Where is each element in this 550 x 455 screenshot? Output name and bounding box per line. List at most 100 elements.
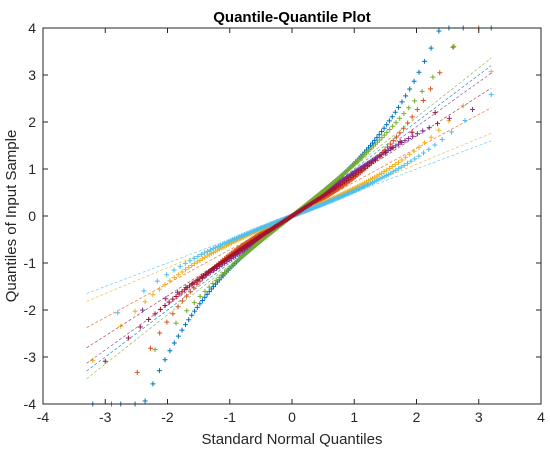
data-point bbox=[411, 148, 417, 154]
data-point bbox=[157, 306, 163, 312]
data-point bbox=[399, 99, 405, 105]
data-point bbox=[439, 137, 445, 143]
data-point bbox=[192, 308, 198, 314]
data-point bbox=[179, 327, 185, 333]
data-point bbox=[197, 301, 203, 307]
data-point bbox=[189, 312, 195, 318]
data-point bbox=[222, 269, 228, 275]
data-point bbox=[167, 278, 173, 284]
data-point bbox=[389, 114, 395, 120]
data-point bbox=[384, 129, 390, 135]
data-point bbox=[186, 317, 192, 323]
x-tick-label: -3 bbox=[99, 409, 112, 425]
data-point bbox=[462, 117, 468, 123]
data-point bbox=[387, 126, 393, 132]
data-point bbox=[409, 129, 415, 135]
axis-ticks: -4 -3 -2 -1 0 1 2 3 4 -4 -3 -2 -1 0 1 2 3 4 bbox=[24, 20, 546, 425]
series-group bbox=[86, 43, 492, 380]
y-tick-label: 2 bbox=[28, 114, 36, 130]
data-point bbox=[216, 274, 222, 280]
data-point bbox=[217, 242, 223, 248]
data-point bbox=[414, 131, 420, 137]
data-point bbox=[392, 109, 398, 115]
y-tick-label: 1 bbox=[28, 161, 36, 177]
data-point bbox=[397, 130, 403, 136]
y-tick-label: 0 bbox=[28, 208, 36, 224]
data-point bbox=[393, 120, 399, 126]
data-point bbox=[422, 140, 428, 146]
data-point bbox=[170, 311, 176, 317]
data-point bbox=[189, 262, 195, 268]
x-tick-label: 4 bbox=[537, 409, 545, 425]
data-point bbox=[210, 246, 216, 252]
x-tick-label: -4 bbox=[37, 409, 50, 425]
data-point bbox=[164, 272, 170, 278]
data-point bbox=[156, 286, 162, 292]
data-point bbox=[389, 164, 395, 170]
data-point bbox=[179, 289, 185, 295]
data-point bbox=[416, 144, 422, 150]
data-point bbox=[182, 267, 188, 273]
data-point bbox=[368, 160, 374, 166]
data-point bbox=[422, 58, 428, 64]
data-point bbox=[432, 142, 438, 148]
data-point bbox=[194, 259, 200, 265]
data-point bbox=[409, 114, 415, 120]
data-point bbox=[163, 296, 169, 302]
data-point bbox=[470, 106, 476, 112]
data-point bbox=[358, 167, 364, 173]
data-point bbox=[186, 264, 192, 270]
data-point bbox=[142, 299, 148, 305]
data-point bbox=[102, 358, 108, 364]
data-point bbox=[353, 171, 359, 177]
data-point bbox=[428, 86, 434, 92]
data-point bbox=[206, 289, 212, 295]
data-point bbox=[171, 340, 177, 346]
data-point bbox=[167, 348, 173, 354]
data-point bbox=[379, 129, 385, 135]
data-point bbox=[355, 169, 361, 175]
data-point bbox=[488, 92, 494, 98]
data-point bbox=[419, 88, 425, 94]
y-axis-label: Quantiles of Input Sample bbox=[3, 130, 20, 303]
data-point bbox=[420, 97, 426, 103]
data-point bbox=[376, 132, 382, 138]
data-point bbox=[407, 151, 413, 157]
data-point bbox=[141, 288, 147, 294]
data-point bbox=[213, 277, 219, 283]
data-point bbox=[182, 287, 188, 293]
data-point bbox=[372, 157, 378, 163]
data-point bbox=[407, 86, 413, 92]
data-point bbox=[397, 139, 403, 145]
y-tick-label: -3 bbox=[24, 349, 37, 365]
data-point bbox=[416, 69, 422, 75]
x-tick-label: 0 bbox=[288, 409, 296, 425]
x-tick-label: -2 bbox=[161, 409, 174, 425]
x-tick-label: -1 bbox=[224, 409, 237, 425]
data-point bbox=[430, 74, 436, 80]
data-point bbox=[134, 369, 140, 375]
data-point bbox=[182, 322, 188, 328]
data-point bbox=[204, 291, 210, 297]
data-point bbox=[202, 294, 208, 300]
data-point bbox=[166, 299, 172, 305]
data-point bbox=[162, 282, 168, 288]
data-point bbox=[202, 288, 208, 294]
data-point bbox=[436, 28, 442, 34]
reference-line bbox=[86, 72, 492, 364]
data-point bbox=[408, 158, 414, 164]
data-point bbox=[403, 93, 409, 99]
data-point bbox=[150, 381, 156, 387]
data-point bbox=[137, 324, 143, 330]
data-point bbox=[384, 122, 390, 128]
data-point bbox=[184, 308, 190, 314]
data-point bbox=[411, 78, 417, 84]
data-point bbox=[386, 118, 392, 124]
data-point bbox=[197, 293, 203, 299]
data-point bbox=[150, 292, 156, 298]
y-tick-label: -1 bbox=[24, 255, 37, 271]
data-point bbox=[435, 121, 441, 127]
data-point bbox=[398, 164, 404, 170]
data-point bbox=[402, 138, 408, 144]
